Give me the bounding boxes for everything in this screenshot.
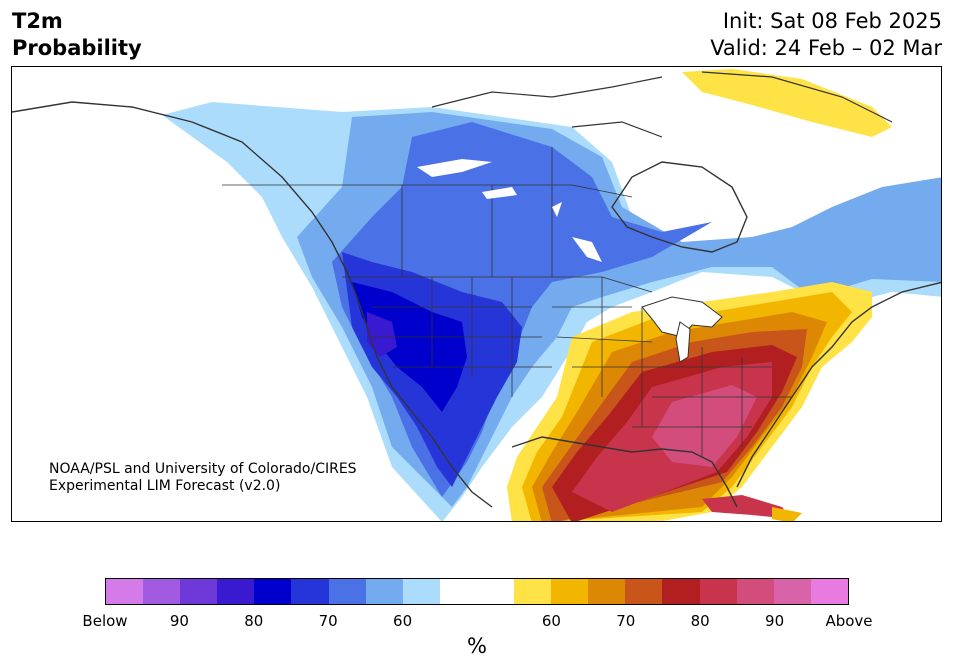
canada-lake-4 bbox=[572, 237, 602, 262]
forecast-dates: Init: Sat 08 Feb 2025 Valid: 24 Feb – 02… bbox=[710, 8, 942, 62]
title-line-2: Probability bbox=[12, 36, 142, 60]
colorbar-tick-label: 70 bbox=[318, 612, 338, 630]
colorbar-tick-label: Below bbox=[82, 612, 128, 630]
arctic-above-region bbox=[682, 69, 892, 137]
colorbar-cell bbox=[514, 579, 552, 604]
above-90-region bbox=[652, 385, 757, 467]
credit-line-1: NOAA/PSL and University of Colorado/CIRE… bbox=[49, 461, 357, 477]
colorbar-tick-label: 80 bbox=[244, 612, 264, 630]
canada-lake-1 bbox=[417, 159, 492, 177]
probability-map bbox=[11, 66, 942, 522]
colorbar-tick-label: 60 bbox=[541, 612, 561, 630]
colorbar-cell bbox=[625, 579, 663, 604]
title-line-1: T2m bbox=[12, 9, 63, 33]
credit-text: NOAA/PSL and University of Colorado/CIRE… bbox=[49, 461, 357, 495]
colorbar-cell bbox=[439, 579, 477, 604]
map-title: T2m Probability bbox=[12, 8, 142, 62]
colorbar-cell bbox=[180, 579, 218, 604]
credit-line-2: Experimental LIM Forecast (v2.0) bbox=[49, 478, 281, 494]
colorbar-tick-label: 60 bbox=[393, 612, 413, 630]
canada-lake-2 bbox=[482, 187, 517, 199]
colorbar-cell bbox=[773, 579, 811, 604]
hudson-bay bbox=[611, 161, 748, 253]
colorbar-tick-label: 90 bbox=[169, 612, 189, 630]
colorbar-unit: % bbox=[467, 634, 487, 658]
colorbar bbox=[105, 578, 849, 605]
arctic-islands bbox=[431, 71, 893, 138]
canada-lake-3 bbox=[552, 202, 562, 217]
colorbar-cell bbox=[551, 579, 589, 604]
lake-michigan bbox=[675, 321, 691, 363]
below-85-region bbox=[367, 312, 397, 357]
colorbar-cell bbox=[328, 579, 366, 604]
valid-range: Valid: 24 Feb – 02 Mar bbox=[710, 36, 942, 60]
colorbar-cell bbox=[143, 579, 181, 604]
coastline-gulf bbox=[511, 436, 738, 508]
colorbar-cell bbox=[254, 579, 292, 604]
colorbar-cell bbox=[476, 579, 515, 604]
colorbar-cell bbox=[217, 579, 255, 604]
colorbar-cell bbox=[810, 579, 848, 604]
colorbar-cell bbox=[736, 579, 774, 604]
below-80-region bbox=[352, 282, 467, 412]
colorbar-cell bbox=[588, 579, 626, 604]
colorbar-tick-label: Above bbox=[825, 612, 873, 630]
coastline-west bbox=[12, 101, 493, 508]
colorbar-cell bbox=[699, 579, 737, 604]
colorbar-tick-label: 70 bbox=[616, 612, 636, 630]
caribbean-above-edge bbox=[772, 507, 802, 521]
colorbar-tick-label: 90 bbox=[765, 612, 785, 630]
political-borders bbox=[222, 147, 792, 457]
colorbar-tick-label: 80 bbox=[690, 612, 710, 630]
colorbar-cell bbox=[291, 579, 329, 604]
colorbar-cell bbox=[402, 579, 440, 604]
great-lakes bbox=[641, 296, 723, 338]
colorbar-cell bbox=[365, 579, 403, 604]
colorbar-cell bbox=[106, 579, 144, 604]
map-canvas bbox=[12, 69, 941, 521]
coastline-east bbox=[736, 281, 941, 488]
colorbar-cell bbox=[662, 579, 700, 604]
caribbean-above-region bbox=[702, 495, 792, 519]
init-date: Init: Sat 08 Feb 2025 bbox=[722, 9, 942, 33]
